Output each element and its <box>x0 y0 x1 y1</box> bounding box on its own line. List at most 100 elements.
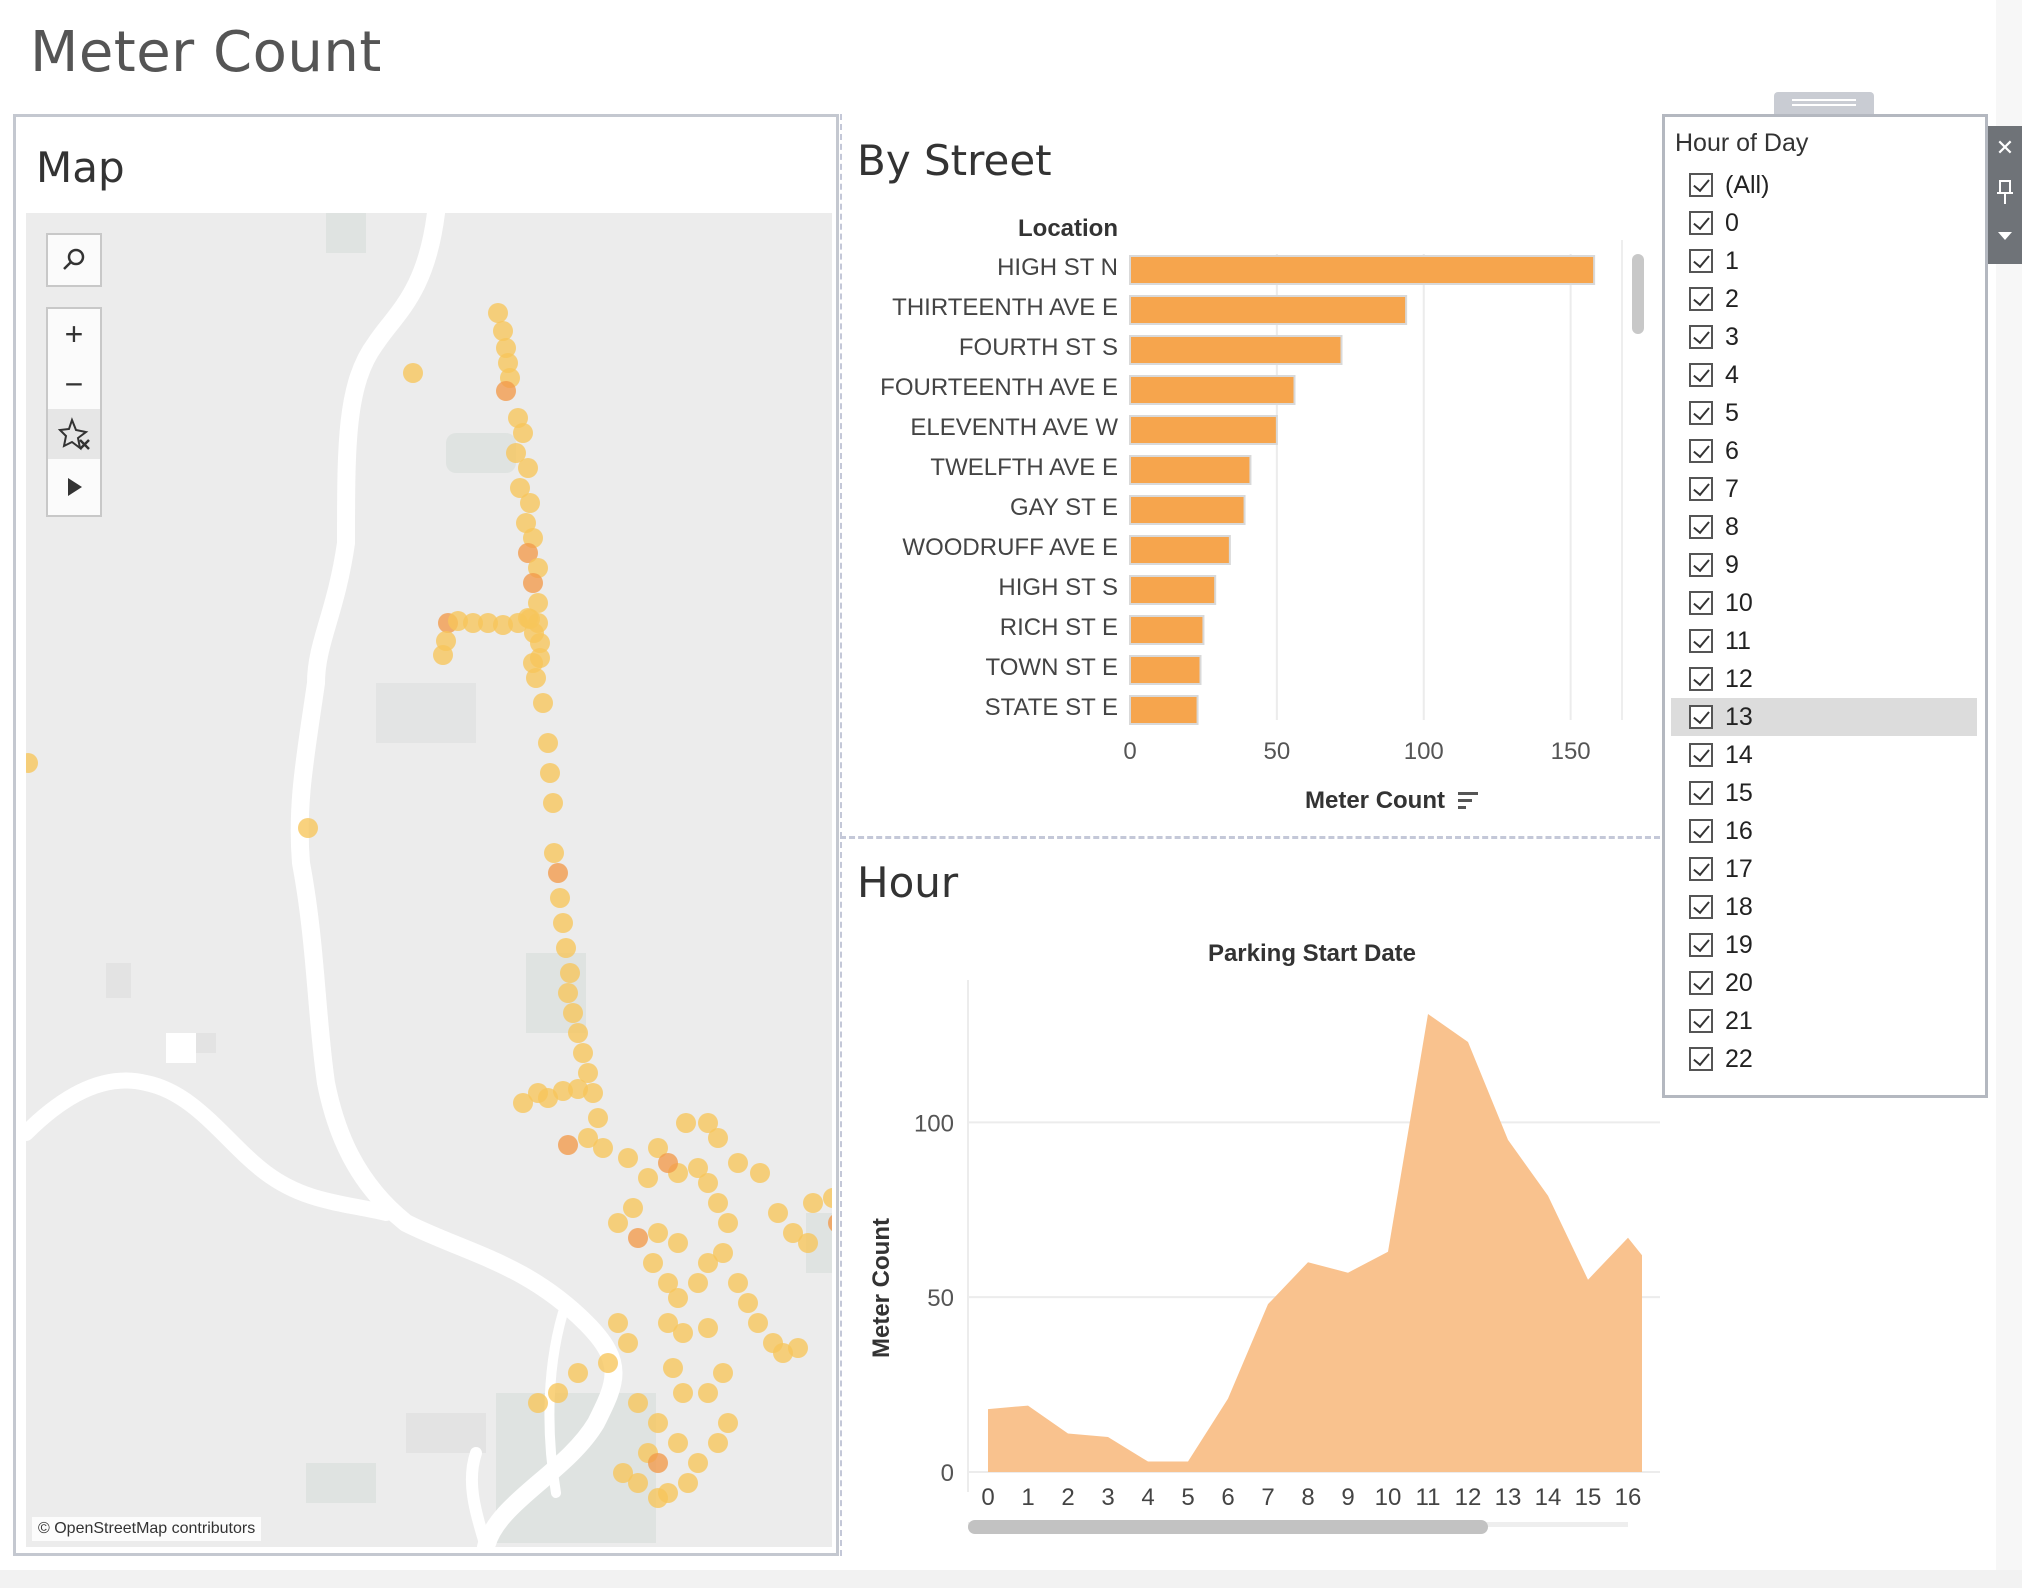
checkbox[interactable] <box>1689 895 1713 919</box>
map-point[interactable] <box>583 1083 603 1103</box>
checkbox[interactable] <box>1689 553 1713 577</box>
map-point[interactable] <box>573 1043 593 1063</box>
map-point[interactable] <box>538 733 558 753</box>
street-bar[interactable] <box>1129 655 1202 685</box>
checkbox[interactable] <box>1689 781 1713 805</box>
checkbox[interactable] <box>1689 173 1713 197</box>
map-point[interactable] <box>688 1453 708 1473</box>
checkbox[interactable] <box>1689 401 1713 425</box>
zoom-out-icon[interactable]: − <box>64 365 84 402</box>
map-point[interactable] <box>448 611 468 631</box>
filter-item[interactable]: 2 <box>1671 280 1977 318</box>
map-point[interactable] <box>520 493 540 513</box>
filter-item[interactable]: 20 <box>1671 964 1977 1002</box>
map-point[interactable] <box>553 913 573 933</box>
map-point[interactable] <box>698 1318 718 1338</box>
map-point[interactable] <box>568 1023 588 1043</box>
map-point[interactable] <box>668 1233 688 1253</box>
filter-item[interactable]: 6 <box>1671 432 1977 470</box>
map-point[interactable] <box>698 1113 718 1133</box>
filter-item[interactable]: 11 <box>1671 622 1977 660</box>
map-point[interactable] <box>658 1483 678 1503</box>
filter-item[interactable]: 9 <box>1671 546 1977 584</box>
close-icon[interactable]: ✕ <box>1995 135 2015 160</box>
filter-item[interactable]: 21 <box>1671 1002 1977 1040</box>
map-point[interactable] <box>718 1413 738 1433</box>
map-point[interactable] <box>628 1393 648 1413</box>
map-point[interactable] <box>676 1113 696 1133</box>
checkbox[interactable] <box>1689 363 1713 387</box>
checkbox[interactable] <box>1689 971 1713 995</box>
map-point[interactable] <box>540 763 560 783</box>
map-point[interactable] <box>728 1273 748 1293</box>
filter-item[interactable]: 13 <box>1671 698 1977 736</box>
map-point[interactable] <box>688 1158 708 1178</box>
map-point[interactable] <box>544 843 564 863</box>
map-point[interactable] <box>558 1135 578 1155</box>
map-point[interactable] <box>496 381 516 401</box>
map-point[interactable] <box>598 1353 618 1373</box>
map-point[interactable] <box>608 1313 628 1333</box>
filter-item[interactable]: 18 <box>1671 888 1977 926</box>
checkbox[interactable] <box>1689 629 1713 653</box>
sort-descending-icon[interactable] <box>1458 792 1478 809</box>
map-point[interactable] <box>433 645 453 665</box>
checkbox[interactable] <box>1689 477 1713 501</box>
map-point[interactable] <box>648 1138 668 1158</box>
map-point[interactable] <box>708 1433 728 1453</box>
map-point[interactable] <box>493 615 513 635</box>
map-point[interactable] <box>526 668 546 688</box>
map-point[interactable] <box>658 1273 678 1293</box>
map-point[interactable] <box>708 1193 728 1213</box>
map-point[interactable] <box>798 1233 818 1253</box>
filter-item[interactable]: 22 <box>1671 1040 1977 1078</box>
map-point[interactable] <box>613 1463 633 1483</box>
map-point[interactable] <box>648 1453 668 1473</box>
filter-item[interactable]: (All) <box>1671 166 1977 204</box>
filter-item[interactable]: 15 <box>1671 774 1977 812</box>
map-point[interactable] <box>678 1473 698 1493</box>
map-point[interactable] <box>588 1108 608 1128</box>
map-point[interactable] <box>803 1193 823 1213</box>
map-point[interactable] <box>553 1081 573 1101</box>
map-point[interactable] <box>523 573 543 593</box>
map-point[interactable] <box>668 1433 688 1453</box>
filter-item[interactable]: 0 <box>1671 204 1977 242</box>
map-point[interactable] <box>788 1338 808 1358</box>
map-point[interactable] <box>783 1223 803 1243</box>
map-point[interactable] <box>550 888 570 908</box>
map-point[interactable] <box>506 443 526 463</box>
checkbox[interactable] <box>1689 325 1713 349</box>
map-point[interactable] <box>558 983 578 1003</box>
map-point[interactable] <box>663 1358 683 1378</box>
checkbox[interactable] <box>1689 1009 1713 1033</box>
map-point[interactable] <box>530 648 550 668</box>
map-point[interactable] <box>628 1473 648 1493</box>
map-point[interactable] <box>698 1173 718 1193</box>
map-point[interactable] <box>530 633 550 653</box>
map-point[interactable] <box>403 363 423 383</box>
map-canvas[interactable]: + − © OpenStreetMap contributors <box>26 213 832 1547</box>
filter-item[interactable]: 8 <box>1671 508 1977 546</box>
checkbox[interactable] <box>1689 933 1713 957</box>
map-point[interactable] <box>518 458 538 478</box>
checkbox[interactable] <box>1689 515 1713 539</box>
street-bar[interactable] <box>1129 455 1252 485</box>
map-point[interactable] <box>823 1188 832 1208</box>
map-point[interactable] <box>638 1168 658 1188</box>
street-bar[interactable] <box>1129 495 1246 525</box>
map-point[interactable] <box>698 1383 718 1403</box>
map-point[interactable] <box>658 1313 678 1333</box>
street-bar[interactable] <box>1129 335 1343 365</box>
checkbox[interactable] <box>1689 705 1713 729</box>
checkbox[interactable] <box>1689 287 1713 311</box>
street-bar[interactable] <box>1129 375 1296 405</box>
map-point[interactable] <box>658 1153 678 1173</box>
map-point[interactable] <box>528 1393 548 1413</box>
filter-item[interactable]: 7 <box>1671 470 1977 508</box>
filter-item[interactable]: 12 <box>1671 660 1977 698</box>
filter-item[interactable]: 4 <box>1671 356 1977 394</box>
checkbox[interactable] <box>1689 211 1713 235</box>
map-point[interactable] <box>648 1223 668 1243</box>
map-point[interactable] <box>528 613 548 633</box>
